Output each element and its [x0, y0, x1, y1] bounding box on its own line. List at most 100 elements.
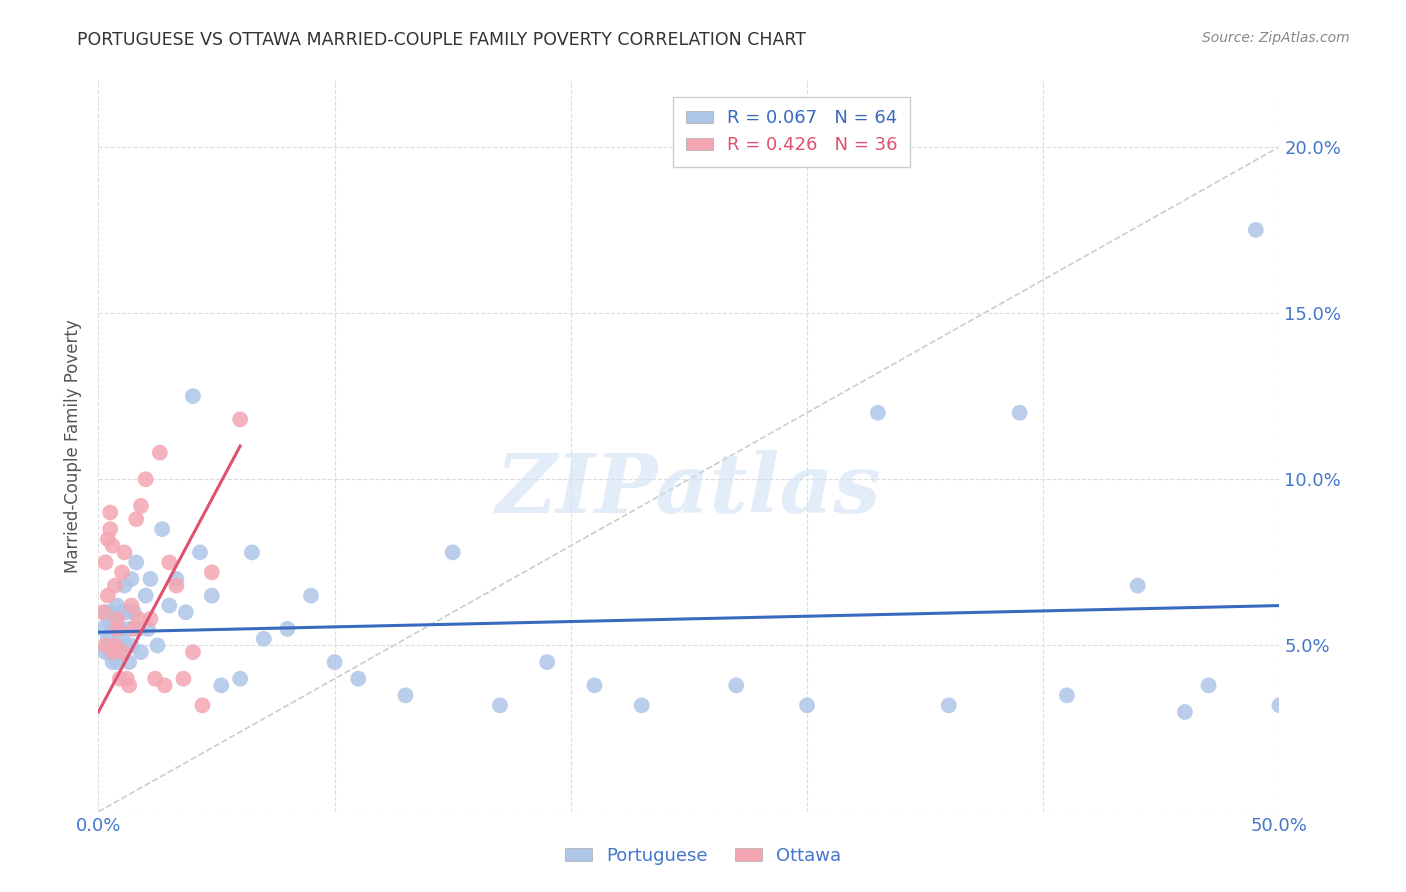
Point — [94, 555, 117, 569]
Point — [105, 612, 128, 626]
Point — [139, 572, 162, 586]
Point — [1198, 678, 1220, 692]
Point — [583, 678, 606, 692]
Point — [104, 639, 127, 653]
Point — [136, 622, 159, 636]
Point — [347, 672, 370, 686]
Point — [165, 572, 187, 586]
Point — [229, 672, 252, 686]
Point — [94, 605, 117, 619]
Point — [253, 632, 276, 646]
Point — [118, 655, 141, 669]
Point — [112, 545, 135, 559]
Point — [111, 645, 134, 659]
Point — [938, 698, 960, 713]
Legend: Portuguese, Ottawa: Portuguese, Ottawa — [555, 838, 851, 874]
Point — [441, 545, 464, 559]
Y-axis label: Married-Couple Family Poverty: Married-Couple Family Poverty — [65, 319, 83, 573]
Point — [143, 672, 166, 686]
Point — [630, 698, 652, 713]
Point — [174, 605, 197, 619]
Point — [111, 566, 134, 580]
Point — [125, 512, 148, 526]
Point — [122, 622, 145, 636]
Point — [149, 445, 172, 459]
Point — [129, 645, 152, 659]
Point — [91, 605, 114, 619]
Point — [105, 622, 128, 636]
Point — [112, 579, 135, 593]
Point — [98, 645, 121, 659]
Point — [108, 622, 131, 636]
Point — [1244, 223, 1267, 237]
Point — [299, 589, 322, 603]
Point — [118, 678, 141, 692]
Point — [121, 599, 143, 613]
Point — [165, 579, 187, 593]
Point — [98, 506, 121, 520]
Point — [108, 645, 131, 659]
Point — [104, 612, 127, 626]
Point — [139, 612, 162, 626]
Point — [122, 605, 145, 619]
Point — [111, 632, 134, 646]
Point — [115, 605, 138, 619]
Point — [188, 545, 211, 559]
Point — [201, 589, 224, 603]
Point — [191, 698, 214, 713]
Point — [153, 678, 176, 692]
Point — [240, 545, 263, 559]
Point — [97, 612, 120, 626]
Point — [105, 655, 128, 669]
Point — [115, 672, 138, 686]
Point — [111, 605, 134, 619]
Point — [94, 645, 117, 659]
Point — [98, 522, 121, 536]
Point — [1056, 689, 1078, 703]
Point — [108, 672, 131, 686]
Point — [105, 599, 128, 613]
Point — [112, 639, 135, 653]
Point — [146, 639, 169, 653]
Text: Source: ZipAtlas.com: Source: ZipAtlas.com — [1202, 31, 1350, 45]
Point — [157, 555, 180, 569]
Point — [796, 698, 818, 713]
Point — [121, 639, 143, 653]
Point — [104, 579, 127, 593]
Point — [536, 655, 558, 669]
Point — [135, 589, 157, 603]
Point — [209, 678, 232, 692]
Point — [135, 472, 157, 486]
Point — [201, 566, 224, 580]
Point — [97, 589, 120, 603]
Point — [1174, 705, 1197, 719]
Point — [104, 639, 127, 653]
Point — [118, 622, 141, 636]
Point — [101, 539, 124, 553]
Point — [97, 532, 120, 546]
Point — [172, 672, 194, 686]
Text: PORTUGUESE VS OTTAWA MARRIED-COUPLE FAMILY POVERTY CORRELATION CHART: PORTUGUESE VS OTTAWA MARRIED-COUPLE FAMI… — [77, 31, 806, 49]
Point — [128, 622, 150, 636]
Point — [101, 645, 124, 659]
Point — [1126, 579, 1149, 593]
Point — [91, 622, 114, 636]
Point — [94, 639, 117, 653]
Point — [129, 499, 152, 513]
Point — [150, 522, 173, 536]
Point — [121, 572, 143, 586]
Point — [323, 655, 346, 669]
Point — [157, 599, 180, 613]
Point — [1008, 406, 1031, 420]
Point — [181, 389, 204, 403]
Point — [97, 632, 120, 646]
Point — [229, 412, 252, 426]
Point — [101, 655, 124, 669]
Point — [866, 406, 889, 420]
Point — [1268, 698, 1291, 713]
Point — [101, 622, 124, 636]
Point — [489, 698, 512, 713]
Legend: R = 0.067   N = 64, R = 0.426   N = 36: R = 0.067 N = 64, R = 0.426 N = 36 — [673, 96, 910, 167]
Point — [128, 612, 150, 626]
Point — [125, 555, 148, 569]
